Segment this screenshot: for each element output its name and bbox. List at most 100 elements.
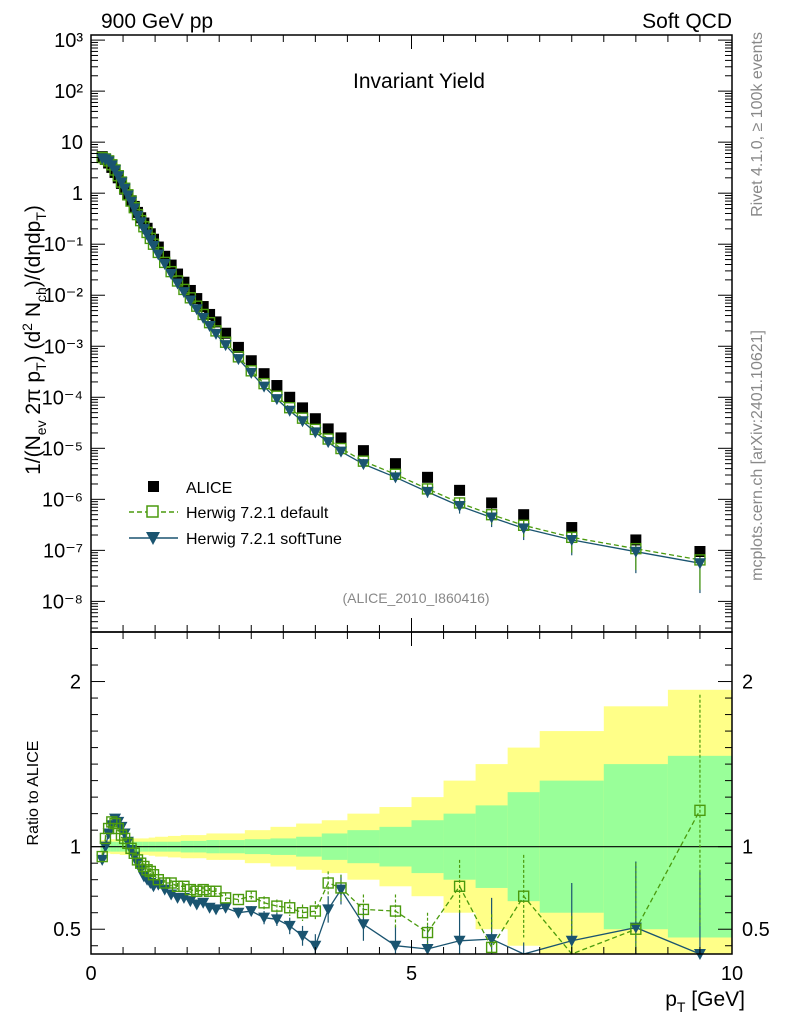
ratio-default-point — [630, 923, 642, 935]
herwig-softtune-point — [517, 523, 530, 535]
alice-point — [159, 250, 171, 262]
ratio-y-tick-label-right: 0.5 — [742, 919, 770, 941]
mcplots-label: mcplots.cern.ch [arXiv:2401.10621] — [749, 330, 766, 581]
ratio-y-tick-label-left: 2 — [70, 672, 81, 694]
herwig-softtune-point — [203, 320, 216, 332]
herwig-softtune-point — [245, 367, 258, 379]
ratio-softtune-point — [389, 940, 402, 952]
alice-point — [184, 284, 196, 296]
ratio-softtune-point — [96, 854, 109, 866]
alice-point — [486, 497, 498, 509]
ratio-softtune-point — [629, 922, 642, 934]
ratio-default-point — [96, 850, 108, 863]
ratio-softtune-point — [165, 889, 178, 901]
herwig-softtune-point — [152, 249, 165, 261]
herwig-softtune-point — [232, 354, 245, 366]
ratio-softtune-point — [258, 912, 271, 924]
herwig-softtune-point — [565, 534, 578, 546]
herwig-softtune-point — [389, 472, 402, 484]
ratio-softtune-point — [322, 904, 335, 916]
y-tick-label: 10⁻³ — [44, 336, 84, 358]
y-tick-label: 10⁻⁷ — [43, 540, 83, 562]
ratio-softtune-point — [270, 914, 283, 926]
ratio-default-point — [159, 877, 171, 889]
ratio-default-point — [219, 892, 232, 904]
herwig-softtune-point — [283, 405, 296, 417]
ratio-softtune-point — [565, 935, 578, 947]
ratio-default-point — [134, 857, 147, 869]
herwig-softtune-point — [109, 165, 122, 177]
legend-label-alice: ALICE — [186, 480, 232, 497]
herwig-softtune-point — [171, 278, 184, 290]
herwig-softtune-point — [137, 223, 150, 235]
alice-point — [694, 545, 706, 557]
ratio-softtune-point — [232, 907, 245, 919]
ratio-default-point — [128, 847, 140, 859]
ratio-softtune-point — [453, 935, 466, 947]
ratio-softtune-point — [296, 930, 309, 942]
herwig-softtune-point — [141, 229, 154, 241]
alice-point — [630, 534, 642, 546]
ratio-default-point — [245, 890, 257, 902]
herwig-softtune-point — [258, 381, 271, 393]
ratio-default-point — [309, 905, 322, 917]
ratio-default-point — [271, 900, 283, 912]
herwig-softtune-point — [125, 196, 138, 208]
y-tick-label: 10⁻¹ — [44, 234, 84, 256]
ratio-default-point — [203, 885, 216, 897]
alice-point — [309, 413, 321, 425]
header-right: Soft QCD — [642, 10, 732, 33]
ratio-default-point — [389, 905, 402, 917]
x-axis-label: pT [GeV] — [665, 988, 745, 1015]
alice-point — [232, 341, 244, 353]
herwig-softtune-point — [118, 183, 131, 195]
ratio-default-point — [131, 854, 144, 866]
herwig-softtune-point — [112, 171, 125, 183]
main-panel: 10⁻⁸ 10⁻⁷ 10⁻⁶ 10⁻⁵ 10⁻⁴ 10⁻³ 10⁻² 10⁻¹ 1 10 10² 10… — [19, 30, 733, 633]
ratio-default-point — [517, 890, 530, 902]
ratio-default-point — [284, 902, 296, 914]
alice-point — [284, 391, 296, 403]
herwig-softtune-point — [134, 217, 147, 229]
legend-label-default: Herwig 7.2.1 default — [186, 505, 329, 522]
ratio-default-point — [184, 883, 197, 896]
alice-point — [220, 327, 232, 339]
y-tick-label: 10⁻² — [44, 285, 84, 307]
ratio-default-point — [694, 804, 706, 817]
ratio-default-point — [171, 880, 184, 892]
alice-point — [518, 509, 530, 521]
herwig-softtune-point — [357, 459, 370, 471]
herwig-softtune-point — [421, 486, 434, 498]
ratio-y-axis-label: Ratio to ALICE — [25, 741, 42, 846]
ratio-default-point — [152, 873, 165, 886]
alice-point — [454, 484, 466, 496]
y-tick-label: 10⁻⁸ — [42, 591, 83, 613]
alice-point — [165, 259, 177, 271]
ratio-softtune-point — [283, 920, 296, 932]
herwig-softtune-point — [309, 427, 322, 439]
ratio-y-tick-label-right: 1 — [742, 837, 753, 859]
herwig-softtune-point — [128, 203, 141, 215]
ratio-default-point — [258, 897, 270, 909]
herwig-softtune-point — [693, 558, 706, 570]
header-left: 900 GeV pp — [101, 10, 213, 33]
ratio-softtune-point — [115, 821, 128, 833]
alice-point — [322, 423, 334, 435]
y-tick-label: 10⁻⁵ — [42, 438, 83, 460]
ratio-panel: 0.5 0.5 1 1 2 2 0 5 10 Ratio to ALICE pT [GeV] — [25, 631, 770, 1015]
ratio-softtune-point — [209, 904, 222, 916]
herwig-softtune-point — [219, 340, 232, 352]
y-tick-label: 10⁻⁶ — [42, 489, 83, 511]
ratio-default-point — [115, 829, 128, 841]
herwig-softtune-point — [147, 241, 160, 253]
x-tick-label: 5 — [406, 963, 417, 985]
alice-point — [422, 471, 434, 483]
ratio-softtune-point — [219, 902, 232, 914]
herwig-softtune-point — [121, 190, 134, 202]
ratio-default-point — [296, 907, 309, 919]
rivet-label: Rivet 4.1.0, ≥ 100k events — [749, 32, 766, 217]
herwig-softtune-point — [334, 446, 347, 458]
y-tick-label: 10² — [54, 81, 83, 103]
alice-point — [197, 301, 209, 313]
